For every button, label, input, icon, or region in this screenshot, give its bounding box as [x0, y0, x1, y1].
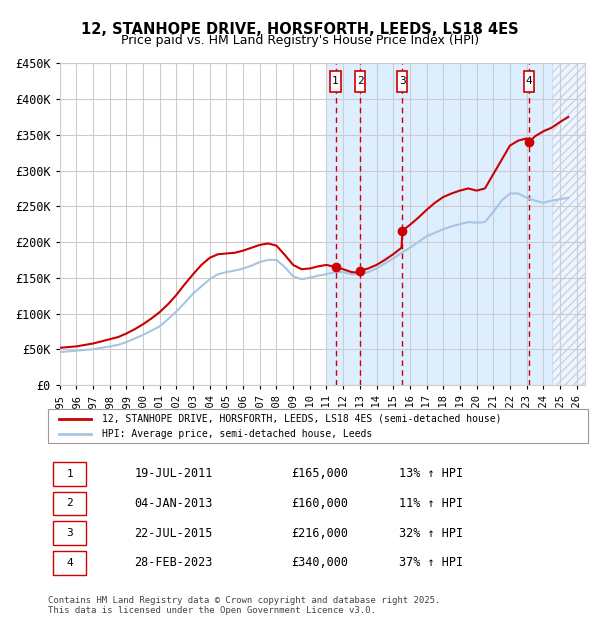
Text: Contains HM Land Registry data © Crown copyright and database right 2025.
This d: Contains HM Land Registry data © Crown c…: [48, 596, 440, 615]
HPI: Average price, semi-detached house, Leeds: (2.03e+03, 2.62e+05): Average price, semi-detached house, Leed…: [565, 194, 572, 202]
Text: 3: 3: [399, 76, 406, 86]
Text: 22-JUL-2015: 22-JUL-2015: [134, 527, 213, 539]
Text: 1: 1: [332, 76, 339, 86]
FancyBboxPatch shape: [355, 71, 365, 92]
Text: £160,000: £160,000: [291, 497, 348, 510]
12, STANHOPE DRIVE, HORSFORTH, LEEDS, LS18 4ES (semi-detached house): [356, 267, 364, 275]
Text: 12, STANHOPE DRIVE, HORSFORTH, LEEDS, LS18 4ES (semi-detached house): 12, STANHOPE DRIVE, HORSFORTH, LEEDS, LS…: [102, 414, 502, 423]
Text: 2: 2: [356, 76, 364, 86]
HPI: Average price, semi-detached house, Leeds: (2.01e+03, 1.58e+05): Average price, semi-detached house, Leed…: [365, 268, 372, 276]
FancyBboxPatch shape: [48, 409, 588, 443]
Text: 11% ↑ HPI: 11% ↑ HPI: [399, 497, 463, 510]
Text: 4: 4: [526, 76, 533, 86]
12, STANHOPE DRIVE, HORSFORTH, LEEDS, LS18 4ES (semi-detached house): [248, 244, 255, 252]
Text: Price paid vs. HM Land Registry's House Price Index (HPI): Price paid vs. HM Land Registry's House …: [121, 34, 479, 47]
12, STANHOPE DRIVE, HORSFORTH, LEEDS, LS18 4ES (semi-detached house): [98, 338, 105, 345]
12, STANHOPE DRIVE, HORSFORTH, LEEDS, LS18 4ES (semi-detached house): [164, 301, 172, 308]
HPI: Average price, semi-detached house, Leeds: (2e+03, 8.2e+04): Average price, semi-detached house, Leed…: [156, 322, 163, 330]
Text: 32% ↑ HPI: 32% ↑ HPI: [399, 527, 463, 539]
12, STANHOPE DRIVE, HORSFORTH, LEEDS, LS18 4ES (semi-detached house): [131, 326, 139, 333]
Text: HPI: Average price, semi-detached house, Leeds: HPI: Average price, semi-detached house,…: [102, 429, 372, 439]
Text: 37% ↑ HPI: 37% ↑ HPI: [399, 557, 463, 569]
HPI: Average price, semi-detached house, Leeds: (2.02e+03, 2.68e+05): Average price, semi-detached house, Leed…: [506, 190, 514, 197]
FancyBboxPatch shape: [53, 521, 86, 545]
FancyBboxPatch shape: [524, 71, 534, 92]
12, STANHOPE DRIVE, HORSFORTH, LEEDS, LS18 4ES (semi-detached house): [565, 113, 572, 121]
Text: £340,000: £340,000: [291, 557, 348, 569]
Bar: [551, 63, 585, 385]
Text: £216,000: £216,000: [291, 527, 348, 539]
Text: 28-FEB-2023: 28-FEB-2023: [134, 557, 213, 569]
HPI: Average price, semi-detached house, Leeds: (2e+03, 1.28e+05): Average price, semi-detached house, Leed…: [190, 290, 197, 297]
FancyBboxPatch shape: [397, 71, 407, 92]
HPI: Average price, semi-detached house, Leeds: (2.02e+03, 2.58e+05): Average price, semi-detached house, Leed…: [498, 197, 505, 205]
Text: 1: 1: [66, 469, 73, 479]
Text: 3: 3: [66, 528, 73, 538]
12, STANHOPE DRIVE, HORSFORTH, LEEDS, LS18 4ES (semi-detached house): [56, 344, 63, 352]
12, STANHOPE DRIVE, HORSFORTH, LEEDS, LS18 4ES (semi-detached house): [239, 247, 247, 254]
Text: 12, STANHOPE DRIVE, HORSFORTH, LEEDS, LS18 4ES: 12, STANHOPE DRIVE, HORSFORTH, LEEDS, LS…: [81, 22, 519, 37]
FancyBboxPatch shape: [331, 71, 341, 92]
Text: 4: 4: [66, 558, 73, 568]
Line: HPI: Average price, semi-detached house, Leeds: HPI: Average price, semi-detached house,…: [59, 193, 568, 352]
Line: 12, STANHOPE DRIVE, HORSFORTH, LEEDS, LS18 4ES (semi-detached house): 12, STANHOPE DRIVE, HORSFORTH, LEEDS, LS…: [59, 117, 568, 348]
Text: 2: 2: [66, 498, 73, 508]
FancyBboxPatch shape: [53, 551, 86, 575]
Text: 19-JUL-2011: 19-JUL-2011: [134, 467, 213, 480]
Text: £165,000: £165,000: [291, 467, 348, 480]
HPI: Average price, semi-detached house, Leeds: (2.01e+03, 1.5e+05): Average price, semi-detached house, Leed…: [306, 274, 313, 281]
Text: 13% ↑ HPI: 13% ↑ HPI: [399, 467, 463, 480]
Bar: [326, 63, 551, 385]
HPI: Average price, semi-detached house, Leeds: (2e+03, 4.6e+04): Average price, semi-detached house, Leed…: [56, 348, 63, 356]
FancyBboxPatch shape: [53, 462, 86, 485]
Text: 04-JAN-2013: 04-JAN-2013: [134, 497, 213, 510]
FancyBboxPatch shape: [53, 492, 86, 515]
HPI: Average price, semi-detached house, Leeds: (2e+03, 5.2e+04): Average price, semi-detached house, Leed…: [98, 344, 105, 352]
